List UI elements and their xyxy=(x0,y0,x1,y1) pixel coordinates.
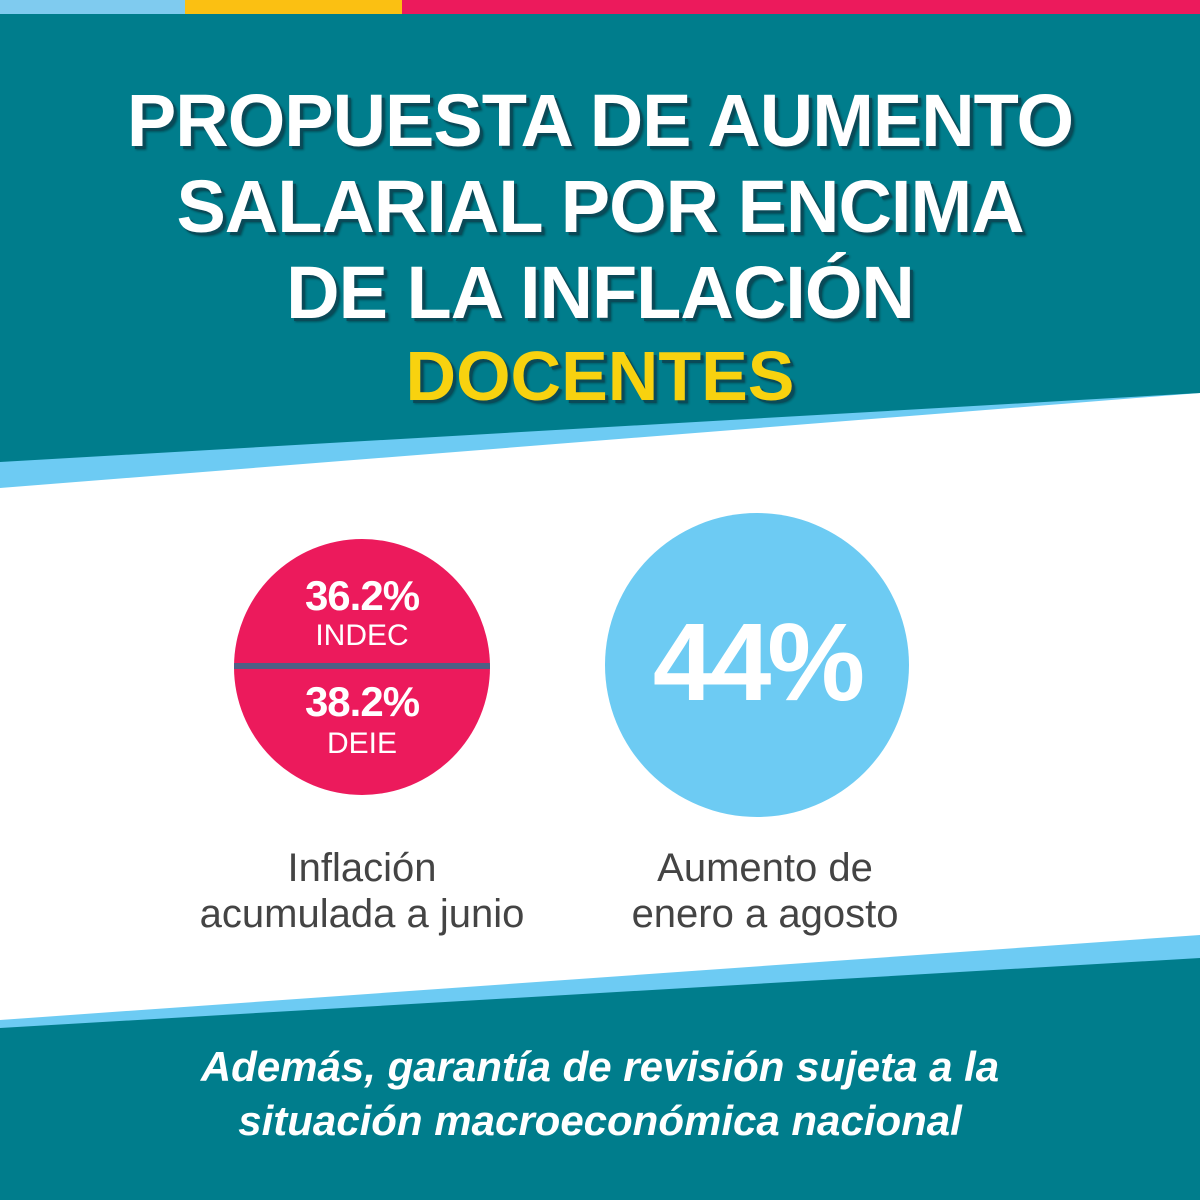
inflation-circle: 36.2% INDEC 38.2% DEIE xyxy=(234,539,490,795)
indec-label: INDEC xyxy=(315,619,409,652)
title-line-3: DE LA INFLACIÓN xyxy=(286,251,915,334)
deie-value: 38.2% xyxy=(304,678,420,725)
footer-teal-band xyxy=(0,958,1200,1200)
increase-caption-line-2: enero a agosto xyxy=(631,892,899,936)
footer-line-2: situación macroeconómica nacional xyxy=(238,1097,962,1144)
inflation-caption-line-1: Inflación xyxy=(287,846,437,890)
increase-caption: Aumento de enero a agosto xyxy=(565,845,965,937)
inflation-caption: Inflación acumulada a junio xyxy=(162,845,562,937)
footer-note: Además, garantía de revisión sujeta a la… xyxy=(0,1040,1200,1148)
increase-circle: 44% xyxy=(605,513,909,817)
inflation-caption-line-2: acumulada a junio xyxy=(199,892,525,936)
title-line-2: SALARIAL POR ENCIMA xyxy=(176,165,1024,248)
increase-caption-line-1: Aumento de xyxy=(657,846,873,890)
top-stripe-light-blue xyxy=(0,0,185,14)
indec-value: 36.2% xyxy=(304,572,420,619)
increase-value: 44% xyxy=(652,601,865,724)
subtitle-docentes: DOCENTES xyxy=(405,337,795,415)
header-teal-band xyxy=(0,0,1200,462)
deie-label: DEIE xyxy=(326,727,398,760)
top-stripe-pink xyxy=(402,0,1200,14)
circle-divider xyxy=(234,663,490,669)
page-title: PROPUESTA DE AUMENTO SALARIAL POR ENCIMA… xyxy=(0,78,1200,336)
title-line-1: PROPUESTA DE AUMENTO xyxy=(126,79,1074,162)
footer-line-1: Además, garantía de revisión sujeta a la xyxy=(200,1043,1000,1090)
top-stripe-yellow xyxy=(185,0,402,14)
